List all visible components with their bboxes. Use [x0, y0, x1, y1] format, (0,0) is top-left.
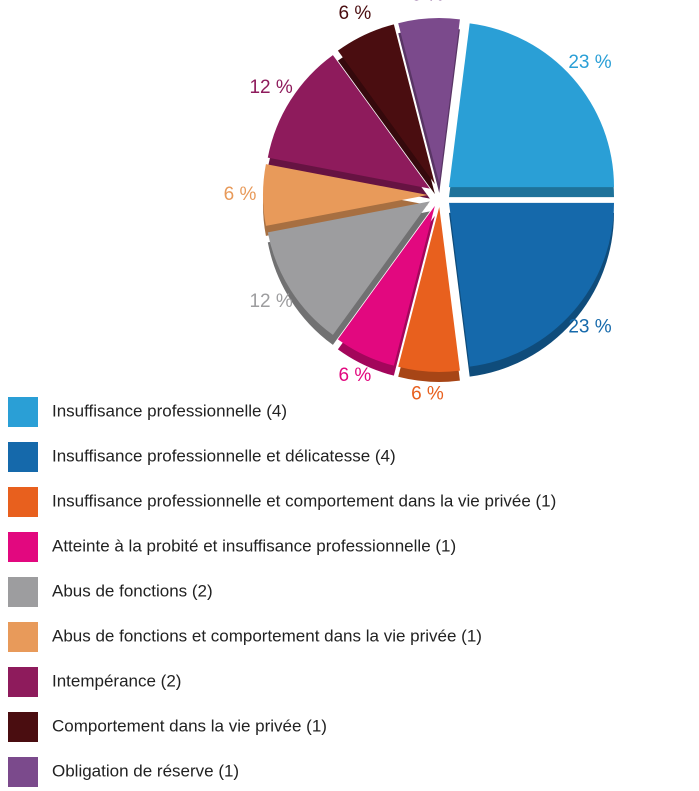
slice — [337, 205, 435, 366]
legend-swatch — [8, 622, 38, 652]
slice — [449, 23, 615, 188]
value-label: 23 % — [568, 52, 611, 73]
value-label: 6 % — [411, 0, 444, 5]
slice — [449, 202, 615, 367]
slice — [398, 18, 460, 184]
legend-label: Obligation de réserve (1) — [52, 761, 239, 780]
value-label: 6 % — [224, 184, 257, 205]
legend-swatch — [8, 397, 38, 427]
legend-swatch — [8, 667, 38, 697]
value-label: 23 % — [568, 316, 611, 337]
legend-swatch — [8, 487, 38, 517]
slice — [267, 201, 430, 335]
legend-label: Insuffisance professionnelle et comporte… — [52, 491, 556, 510]
legend-label: Atteinte à la probité et insuffisance pr… — [52, 536, 456, 555]
legend-swatch — [8, 712, 38, 742]
value-label: 12 % — [249, 291, 292, 312]
slice — [398, 206, 460, 372]
slice — [337, 24, 435, 185]
legend-label: Intempérance (2) — [52, 671, 181, 690]
legend-swatch — [8, 532, 38, 562]
value-label: 6 % — [338, 365, 371, 386]
slice — [263, 164, 428, 226]
slice — [267, 55, 430, 189]
legend-label: Abus de fonctions (2) — [52, 581, 213, 600]
legend-label: Comportement dans la vie privée (1) — [52, 716, 327, 735]
legend-swatch — [8, 757, 38, 787]
legend-label: Abus de fonctions et comportement dans l… — [52, 626, 482, 645]
value-label: 6 % — [411, 384, 444, 405]
value-label: 12 % — [249, 77, 292, 98]
legend-swatch — [8, 577, 38, 607]
legend-swatch — [8, 442, 38, 472]
value-label: 6 % — [338, 3, 371, 24]
legend-label: Insuffisance professionnelle (4) — [52, 401, 287, 420]
legend-label: Insuffisance professionnelle et délicate… — [52, 446, 396, 465]
